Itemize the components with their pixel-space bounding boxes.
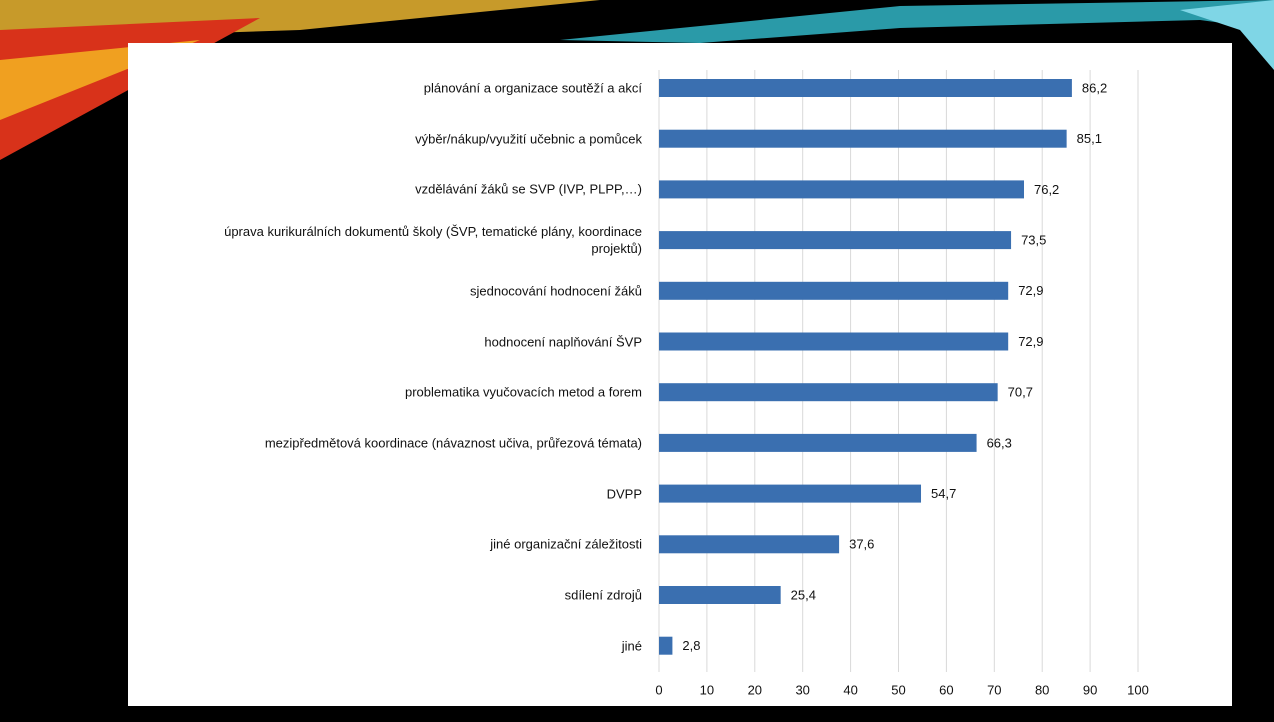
y-tick-label: vzdělávání žáků se SVP (IVP, PLPP,…) — [415, 181, 642, 197]
value-label: 72,9 — [1018, 334, 1043, 349]
value-label: 66,3 — [987, 435, 1012, 450]
value-label: 2,8 — [682, 638, 700, 653]
value-label: 54,7 — [931, 486, 956, 501]
y-tick-label: jiné — [621, 638, 642, 654]
y-tick-label: úprava kurikurálních dokumentů školy (ŠV… — [224, 224, 642, 257]
y-tick-label: jiné organizační záležitosti — [490, 536, 642, 552]
x-tick-label: 90 — [1083, 682, 1097, 697]
y-tick-label: sjednocování hodnocení žáků — [469, 283, 642, 299]
value-label: 76,2 — [1034, 182, 1059, 197]
y-tick-label: DVPP — [606, 486, 642, 502]
bar — [659, 180, 1024, 199]
y-tick-label: hodnocení naplňování ŠVP — [484, 334, 642, 349]
bar — [659, 129, 1067, 148]
x-tick-label: 40 — [843, 682, 857, 697]
x-tick-label: 60 — [939, 682, 953, 697]
value-label: 70,7 — [1008, 385, 1033, 400]
decor — [560, 0, 1274, 43]
x-tick-label: 70 — [987, 682, 1001, 697]
y-tick-label: problematika vyučovacích metod a forem — [405, 384, 642, 400]
x-tick-label: 30 — [795, 682, 809, 697]
x-tick-label: 80 — [1035, 682, 1049, 697]
bar — [659, 281, 1009, 300]
y-tick-label: mezipředmětová koordinace (návaznost uči… — [264, 435, 642, 451]
x-tick-label: 50 — [891, 682, 905, 697]
x-tick-label: 10 — [700, 682, 714, 697]
x-tick-label: 100 — [1127, 682, 1149, 697]
value-label: 37,6 — [849, 537, 874, 552]
value-label: 86,2 — [1082, 80, 1107, 95]
bar — [659, 636, 673, 655]
bar — [659, 484, 922, 503]
decor — [1180, 0, 1274, 70]
bar — [659, 586, 781, 604]
bar — [659, 433, 977, 452]
value-label: 73,5 — [1021, 233, 1046, 248]
value-label: 85,1 — [1077, 131, 1102, 146]
bar — [659, 231, 1012, 250]
value-label: 25,4 — [791, 587, 816, 602]
x-tick-label: 0 — [655, 682, 662, 697]
bar — [659, 535, 840, 554]
bar — [659, 332, 1009, 351]
bar — [659, 383, 998, 402]
x-tick-label: 20 — [748, 682, 762, 697]
y-tick-label: sdílení zdrojů — [564, 587, 642, 603]
y-tick-label: plánování a organizace soutěží a akcí — [423, 80, 642, 96]
bar — [659, 79, 1072, 97]
value-label: 72,9 — [1018, 283, 1043, 298]
y-tick-label: výběr/nákup/využití učebnic a pomůcek — [415, 131, 642, 147]
